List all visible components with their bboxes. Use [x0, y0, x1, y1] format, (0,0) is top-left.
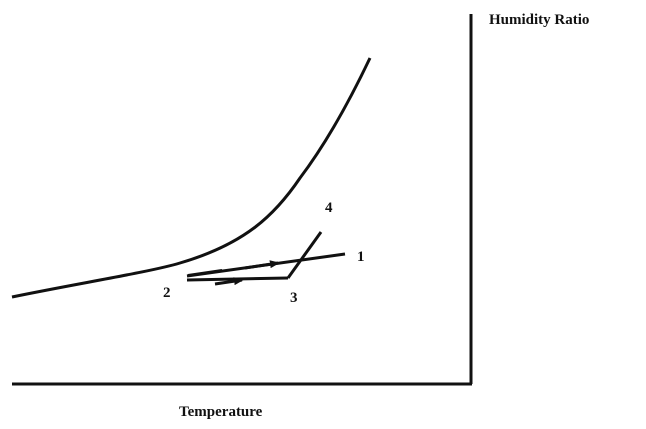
arrow-2-up [187, 269, 223, 276]
state-point-label-3: 3 [290, 290, 298, 306]
arrow-2-to-1 [244, 260, 280, 270]
saturation-curve [11, 57, 372, 299]
state-point-label-2: 2 [163, 285, 171, 301]
arrow-2-to-3 [214, 277, 244, 286]
state-point-label-4: 4 [325, 200, 333, 216]
x-axis-title: Temperature [179, 404, 263, 420]
y-axis-title: Humidity Ratio [489, 12, 590, 28]
state-point-label-1: 1 [357, 249, 365, 265]
process-line-3-to-4 [286, 231, 323, 279]
